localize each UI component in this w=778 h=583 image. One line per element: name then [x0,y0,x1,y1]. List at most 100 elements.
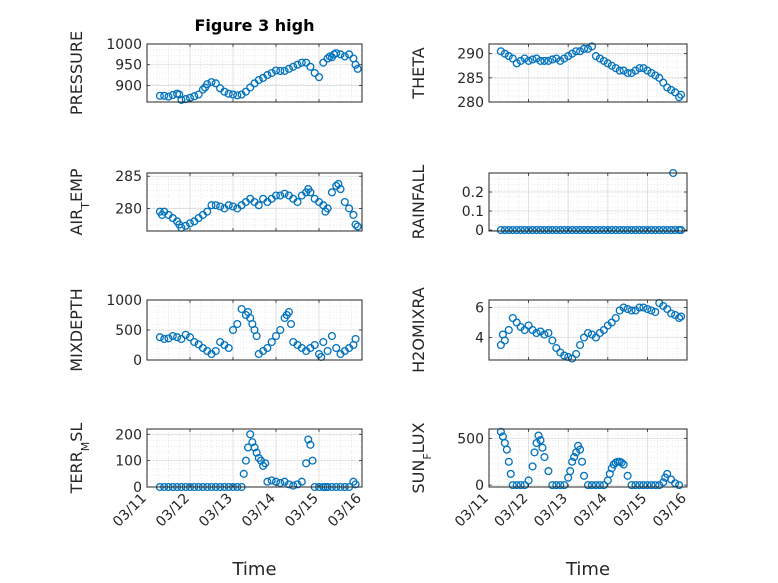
data-series [496,168,686,235]
data-point [647,481,656,490]
data-point [351,334,360,344]
data-point [560,351,569,360]
data-point [619,225,628,235]
data-point [185,333,195,342]
data-point [591,481,600,490]
data-point [177,95,186,104]
data-point [284,307,293,317]
y-axis-label: AIRTEMP [67,168,92,235]
data-point [340,52,349,61]
data-point [500,336,509,345]
data-point [319,337,328,347]
data-point [615,225,624,235]
data-point [252,331,261,341]
data-point [607,318,616,327]
x-tick-label: 03/14 [239,490,279,530]
data-point [544,467,553,476]
data-point [611,64,620,73]
subplot-7: 0 500 03/11 03/12 03/13 03/14 03/15 03/16 SUNFLU… [409,422,690,580]
data-point [345,50,354,59]
data-point [667,225,676,235]
data-point [203,80,212,89]
data-point [276,191,285,200]
data-point [524,476,533,485]
x-tick-label: 03/14 [571,490,611,530]
y-axis-label-part: SL [67,423,86,442]
data-point [190,92,199,101]
y-tick-label: 200 [115,427,142,443]
data-point [520,481,529,490]
data-point [560,481,569,490]
data-point [512,318,521,327]
y-axis-label-part: THETA [409,47,428,99]
data-point [538,443,547,452]
data-point [496,225,505,235]
data-series [155,304,360,362]
y-tick-label: 900 [115,78,142,94]
data-series [155,179,362,232]
data-point [647,306,656,315]
data-point [560,54,569,63]
y-axis-label-part: LUX [409,422,428,453]
data-point [297,58,306,67]
y-tick-label: 500 [115,323,142,339]
data-point [651,481,660,490]
data-point [284,64,293,73]
y-tick-label: 500 [457,431,484,447]
data-point [177,334,186,344]
data-point [572,47,581,56]
y-tick-label: 6 [475,301,484,317]
data-point [615,66,624,75]
data-point [203,207,212,216]
data-point [496,47,505,56]
data-point [237,304,246,314]
y-axis-label: SUNFLUX [409,422,434,493]
y-axis-label-part: F [421,453,434,459]
data-point [512,59,521,68]
y-axis-label-part: RAINFALL [409,165,428,240]
data-series [155,49,362,104]
y-axis-label-part: SUN [409,460,428,494]
data-point [190,337,199,347]
data-point [336,50,345,59]
axes-box [146,172,363,232]
data-point [263,71,272,80]
data-point [623,225,632,235]
data-point [540,225,549,235]
data-point [663,83,672,92]
data-point [544,225,553,235]
data-point [663,304,672,314]
data-point [564,225,573,235]
data-point [241,87,250,96]
data-point [508,313,517,323]
data-point [639,225,648,235]
data-point [286,319,296,329]
x-tick-label: 03/12 [153,491,193,531]
y-axis-label: TERRMSL [67,423,92,495]
data-point [643,481,652,490]
data-point [667,309,676,318]
data-point [617,458,626,467]
data-point [306,440,315,449]
data-point [280,477,289,486]
data-point [310,340,319,350]
data-point [506,469,515,478]
data-point [677,312,686,321]
data-point [155,91,164,100]
data-point [651,307,660,317]
y-tick-label: 280 [115,201,142,217]
y-axis-label-part: M [79,442,92,452]
data-point [552,225,561,235]
data-point [603,225,612,235]
axes-box [488,299,688,361]
data-point [293,197,302,207]
y-tick-label: 0 [133,480,142,496]
data-point [224,201,233,210]
data-point [263,477,272,486]
data-point [655,225,664,235]
data-point [599,325,608,335]
subplot-0: 900 950 1000 PRESSURE Figure 3 high [67,16,363,115]
data-point [619,460,628,469]
data-point [173,333,182,342]
